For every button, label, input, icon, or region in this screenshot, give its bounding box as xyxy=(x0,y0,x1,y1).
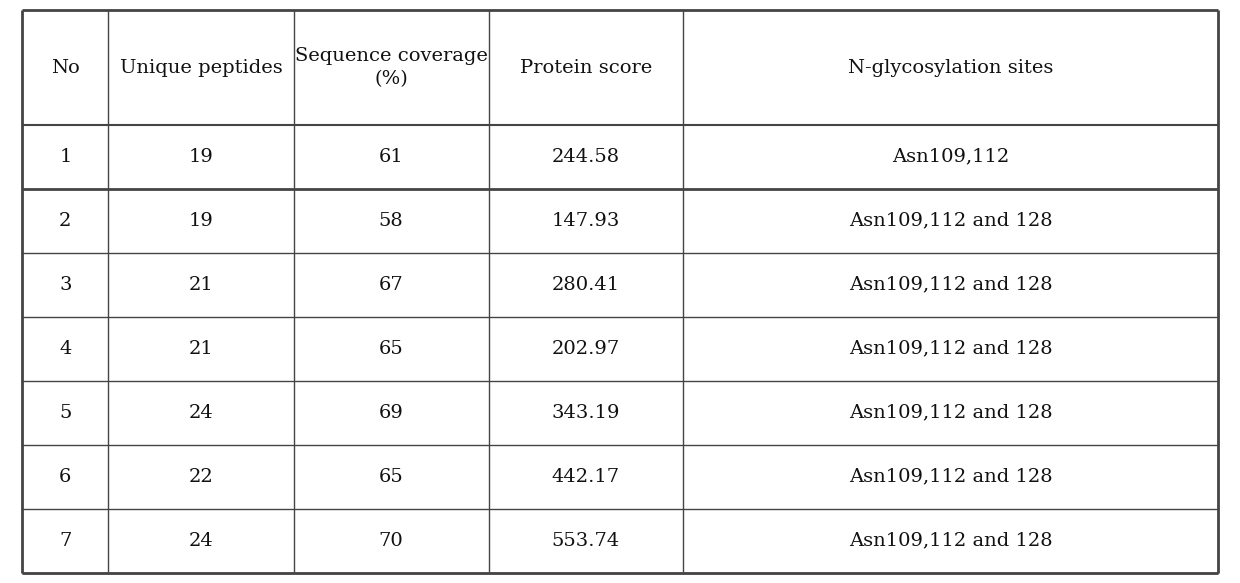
Text: 21: 21 xyxy=(188,339,213,357)
Text: 6: 6 xyxy=(60,468,72,486)
Text: Protein score: Protein score xyxy=(520,58,652,76)
Text: 3: 3 xyxy=(60,276,72,294)
Text: 21: 21 xyxy=(188,276,213,294)
Text: Asn109,112 and 128: Asn109,112 and 128 xyxy=(848,532,1053,550)
Text: 442.17: 442.17 xyxy=(552,468,620,486)
Text: Unique peptides: Unique peptides xyxy=(119,58,283,76)
Text: 202.97: 202.97 xyxy=(552,339,620,357)
Text: 58: 58 xyxy=(378,212,403,230)
Text: 553.74: 553.74 xyxy=(552,532,620,550)
Text: 65: 65 xyxy=(378,339,403,357)
Text: 61: 61 xyxy=(378,147,403,166)
Text: 19: 19 xyxy=(188,212,213,230)
Text: 4: 4 xyxy=(60,339,72,357)
Text: Asn109,112 and 128: Asn109,112 and 128 xyxy=(848,276,1053,294)
Text: Sequence coverage
(%): Sequence coverage (%) xyxy=(295,47,487,89)
Text: 65: 65 xyxy=(378,468,403,486)
Text: 244.58: 244.58 xyxy=(552,147,620,166)
Text: 19: 19 xyxy=(188,147,213,166)
Text: 22: 22 xyxy=(188,468,213,486)
Text: 24: 24 xyxy=(188,403,213,422)
Text: 69: 69 xyxy=(378,403,403,422)
Text: 343.19: 343.19 xyxy=(552,403,620,422)
Text: 24: 24 xyxy=(188,532,213,550)
Text: 1: 1 xyxy=(60,147,72,166)
Text: 147.93: 147.93 xyxy=(552,212,620,230)
Text: No: No xyxy=(51,58,79,76)
Text: 7: 7 xyxy=(60,532,72,550)
Text: Asn109,112 and 128: Asn109,112 and 128 xyxy=(848,468,1053,486)
Text: 280.41: 280.41 xyxy=(552,276,620,294)
Text: 67: 67 xyxy=(378,276,403,294)
Text: Asn109,112 and 128: Asn109,112 and 128 xyxy=(848,212,1053,230)
Text: Asn109,112 and 128: Asn109,112 and 128 xyxy=(848,403,1053,422)
Text: 2: 2 xyxy=(60,212,72,230)
Text: 5: 5 xyxy=(60,403,72,422)
Text: Asn109,112 and 128: Asn109,112 and 128 xyxy=(848,339,1053,357)
Text: 70: 70 xyxy=(378,532,403,550)
Text: Asn109,112: Asn109,112 xyxy=(892,147,1009,166)
Text: N-glycosylation sites: N-glycosylation sites xyxy=(848,58,1053,76)
